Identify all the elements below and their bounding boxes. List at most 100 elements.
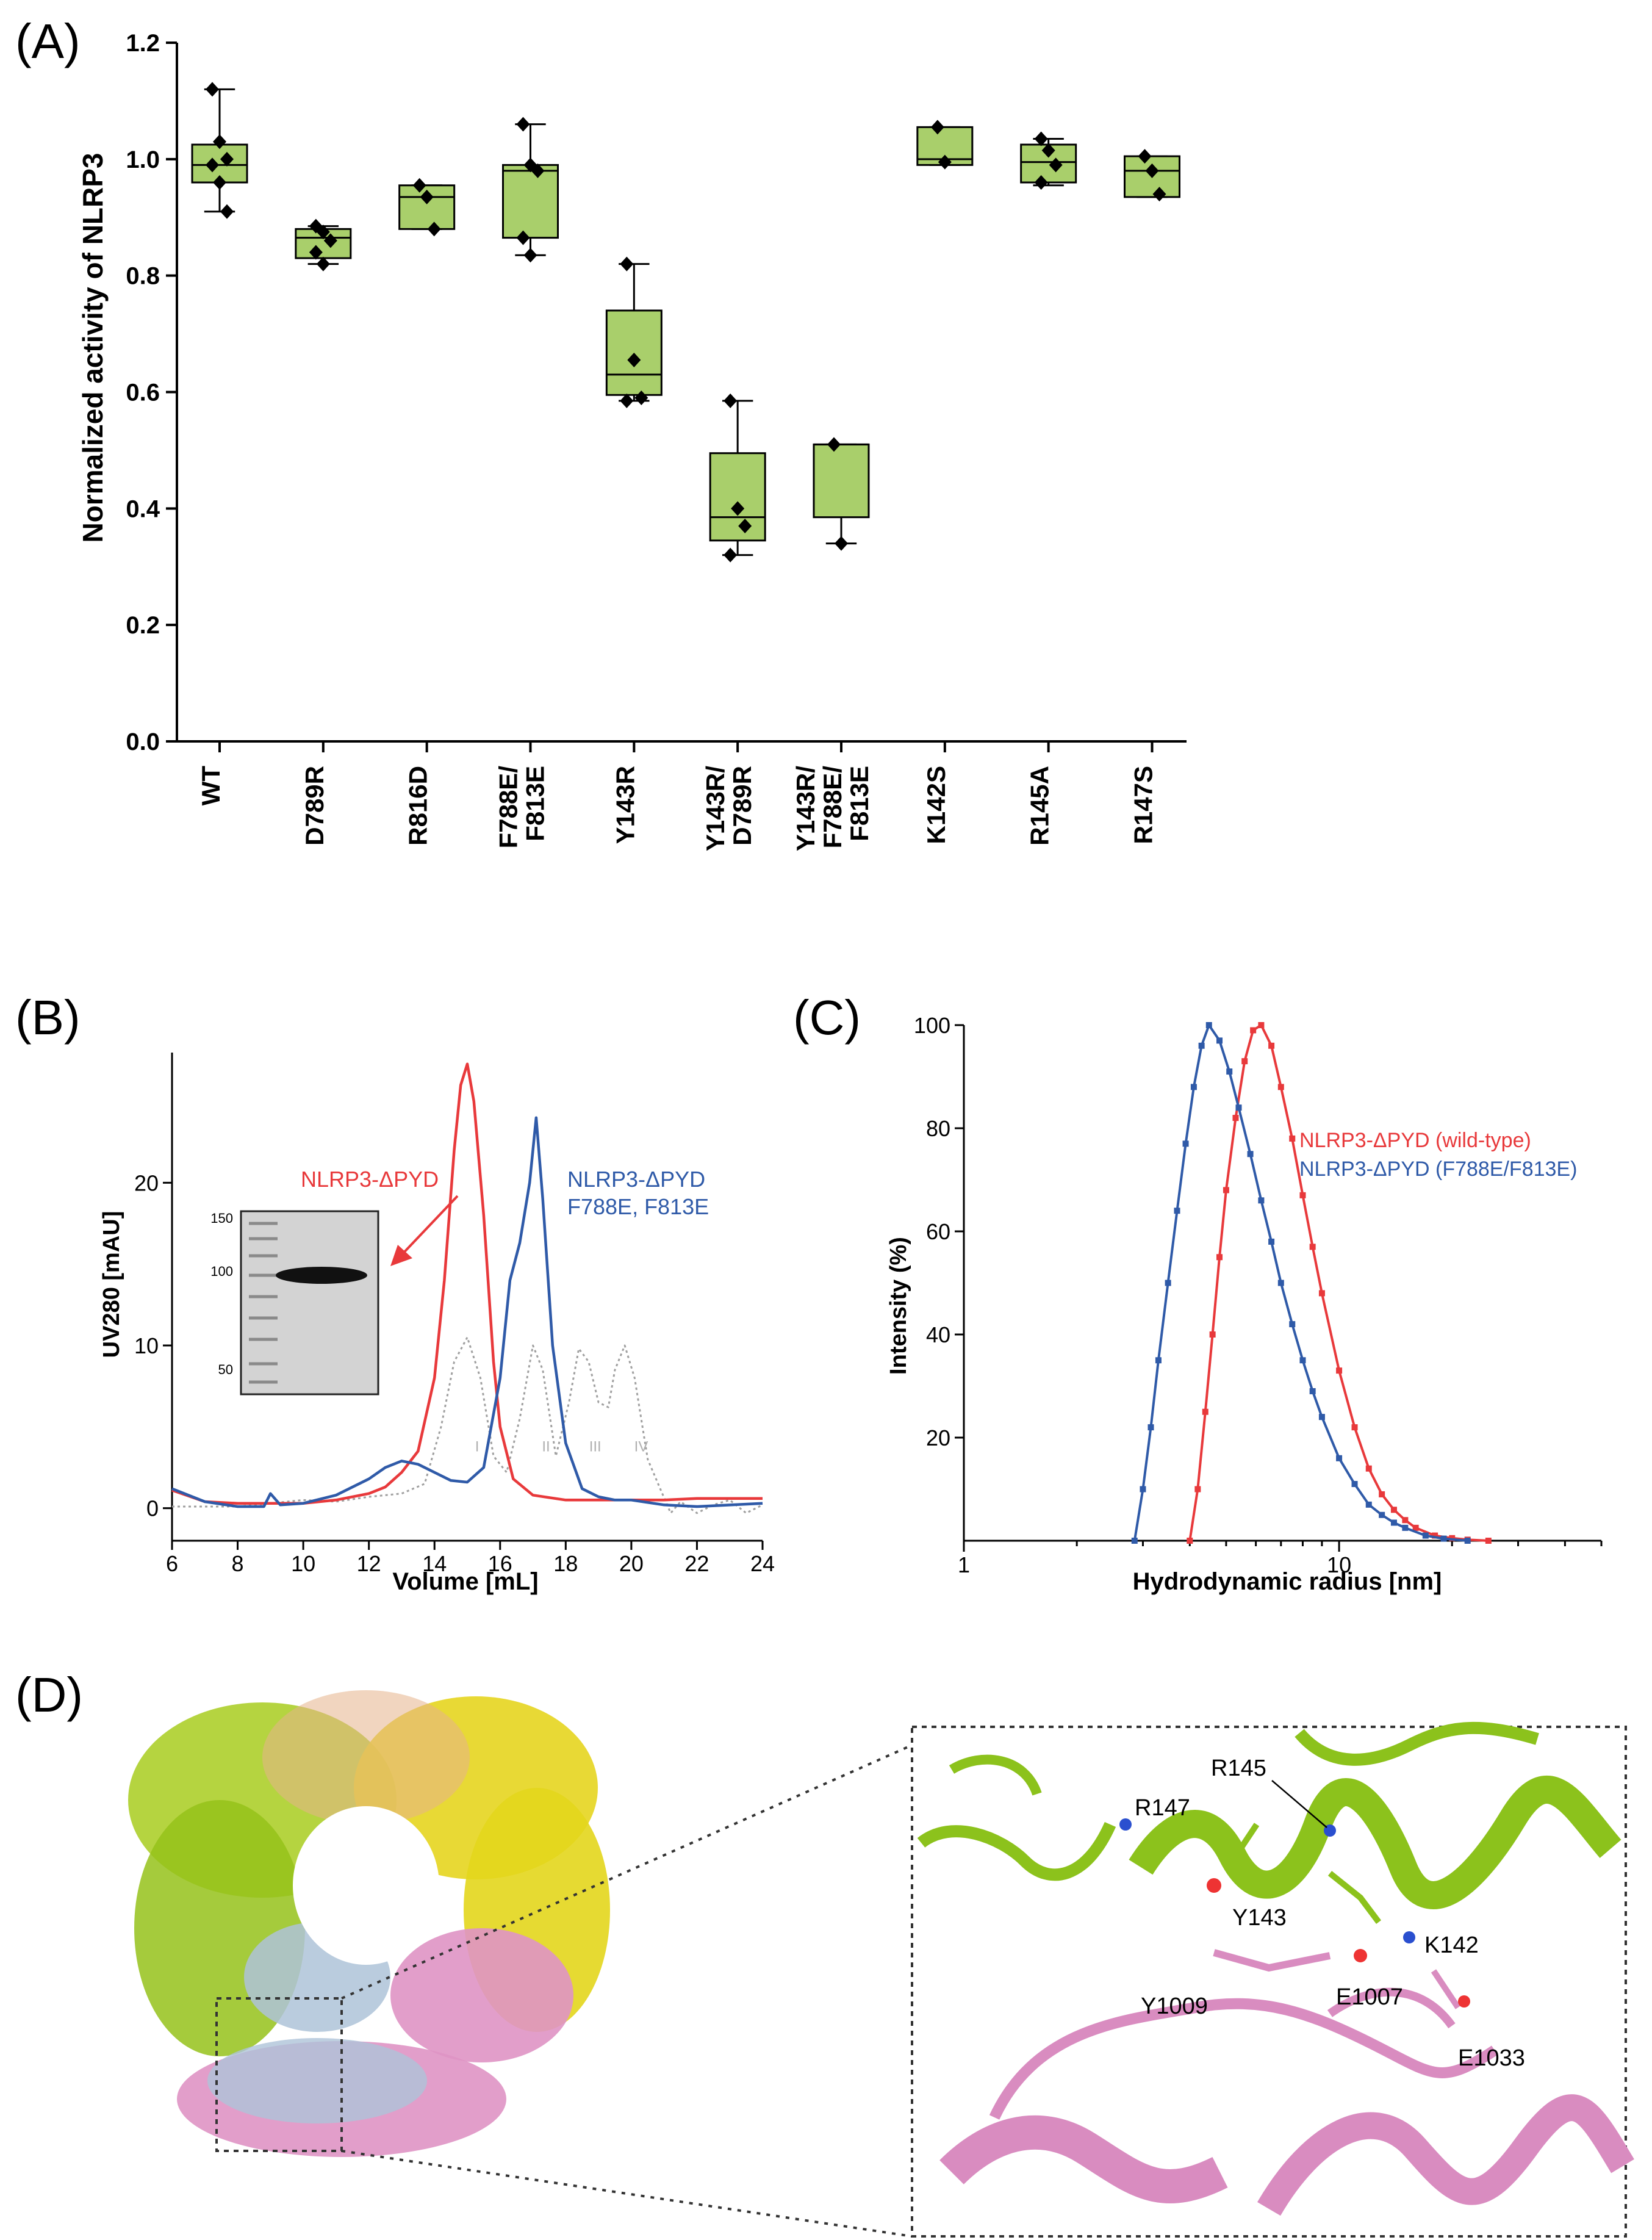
a-y-tick-label: 0.8 <box>126 263 160 290</box>
data-point <box>1041 143 1055 158</box>
gel-protein-band <box>276 1267 367 1284</box>
legend-mutant: NLRP3-ΔPYD (F788E/F813E) <box>1299 1158 1577 1181</box>
data-point <box>206 82 219 97</box>
data-point <box>309 245 323 260</box>
dls-point <box>1216 1037 1223 1044</box>
data-point <box>620 393 634 408</box>
a-y-tick-label: 1.2 <box>126 30 160 57</box>
data-point <box>420 189 434 204</box>
dls-point <box>1402 1517 1409 1524</box>
data-point <box>1152 187 1166 202</box>
a-x-tick-label: D789R <box>728 766 756 846</box>
dls-point <box>1449 1535 1456 1541</box>
gel-ladder-150: 150 <box>210 1211 233 1226</box>
arrow-shaft <box>398 1195 459 1258</box>
data-point <box>323 233 337 248</box>
residue-label-k142: K142 <box>1424 1932 1479 1958</box>
data-point <box>1138 149 1152 164</box>
b-x-tick-label: 10 <box>291 1551 315 1576</box>
dls-point <box>1440 1535 1447 1542</box>
dls-point <box>1289 1135 1296 1142</box>
data-point <box>930 120 944 135</box>
data-point <box>220 204 234 219</box>
residue-label-y143: Y143 <box>1232 1905 1287 1931</box>
dls-point <box>1258 1022 1265 1028</box>
b-y-tick-label: 10 <box>134 1333 159 1358</box>
box-iqr <box>813 443 870 519</box>
arrow-head <box>390 1245 412 1266</box>
data-point <box>938 154 952 170</box>
a-x-tick-label: F813E <box>845 766 874 841</box>
data-point <box>412 178 426 193</box>
data-point <box>724 393 738 408</box>
b-x-tick-label: 24 <box>750 1551 775 1576</box>
dls-point <box>1351 1424 1358 1431</box>
dls-point <box>1365 1465 1372 1472</box>
b-x-tick-label: 22 <box>684 1551 709 1576</box>
box-iqr <box>502 164 559 239</box>
dls-point <box>1309 1244 1316 1250</box>
dls-point <box>1412 1524 1419 1531</box>
dls-point <box>1147 1424 1154 1431</box>
c-y-tick-label: 20 <box>926 1425 950 1450</box>
b-y-tick-label: 20 <box>134 1170 159 1195</box>
gel-ladder-100: 100 <box>210 1264 233 1279</box>
dls-point <box>1205 1022 1212 1028</box>
panel-a-label: (A) <box>15 14 81 68</box>
dls-point <box>1140 1486 1146 1493</box>
b-x-tick-label: 16 <box>488 1551 512 1576</box>
dls-point <box>1258 1197 1265 1204</box>
panel-d-label: (D) <box>15 1668 83 1722</box>
dls-point <box>1226 1068 1233 1075</box>
dls-point <box>1165 1280 1171 1286</box>
dls-point <box>1223 1187 1229 1194</box>
data-point <box>634 391 648 406</box>
dls-curve-mutant <box>1133 1022 1468 1542</box>
a-x-tick-label: D789R <box>300 766 329 846</box>
data-point <box>213 134 226 149</box>
marker-peak-label: IV <box>634 1438 648 1455</box>
b-x-tick-label: 8 <box>232 1551 244 1576</box>
data-point <box>627 353 641 368</box>
a-x-tick-label: F788E/ <box>818 766 847 849</box>
panel-a-boxplot: Normalized activity of NLRP3 0.0 0.2 0.4 0.… <box>77 30 1187 851</box>
a-x-tick-label: WT <box>196 766 225 806</box>
data-point <box>620 256 634 272</box>
dls-point <box>1216 1254 1223 1261</box>
b-x-tick-label: 20 <box>619 1551 644 1576</box>
dls-point <box>1235 1104 1242 1111</box>
c-y-tick-label: 60 <box>926 1219 950 1244</box>
dls-point <box>1289 1321 1296 1328</box>
label-nlrp3-wt: NLRP3-ΔPYD <box>301 1167 439 1192</box>
dls-point <box>1241 1058 1248 1065</box>
dls-curve-wild-type <box>1188 1023 1489 1542</box>
dls-point <box>1351 1481 1358 1488</box>
data-point <box>213 175 226 190</box>
dls-point <box>1299 1357 1306 1364</box>
dls-point <box>1190 1084 1197 1090</box>
dls-point <box>1379 1491 1385 1497</box>
dls-point <box>1318 1290 1325 1297</box>
dls-point <box>1131 1538 1138 1544</box>
b-x-tick-label: 14 <box>422 1551 447 1576</box>
gel-ladder-bands <box>249 1222 278 1384</box>
dls-point <box>1336 1367 1343 1374</box>
data-point <box>1034 131 1048 146</box>
box-iqr <box>709 452 766 542</box>
data-point <box>220 151 234 167</box>
dls-point <box>1464 1538 1471 1544</box>
dls-point <box>1182 1140 1189 1147</box>
marker-peak-label: I <box>475 1438 479 1455</box>
sec-trace-nlrp3-mutant <box>171 1116 763 1508</box>
label-nlrp3-mutant-line1: NLRP3-ΔPYD <box>567 1167 705 1192</box>
panel-b-label: (B) <box>15 990 81 1045</box>
dls-point <box>1422 1532 1429 1539</box>
dls-point <box>1155 1357 1162 1364</box>
dls-point <box>1209 1331 1216 1338</box>
dls-point <box>1277 1084 1284 1090</box>
residue-label-e1007: E1007 <box>1336 1984 1403 2010</box>
data-point <box>206 157 219 173</box>
dls-point <box>1318 1414 1325 1421</box>
dls-point <box>1390 1507 1397 1513</box>
